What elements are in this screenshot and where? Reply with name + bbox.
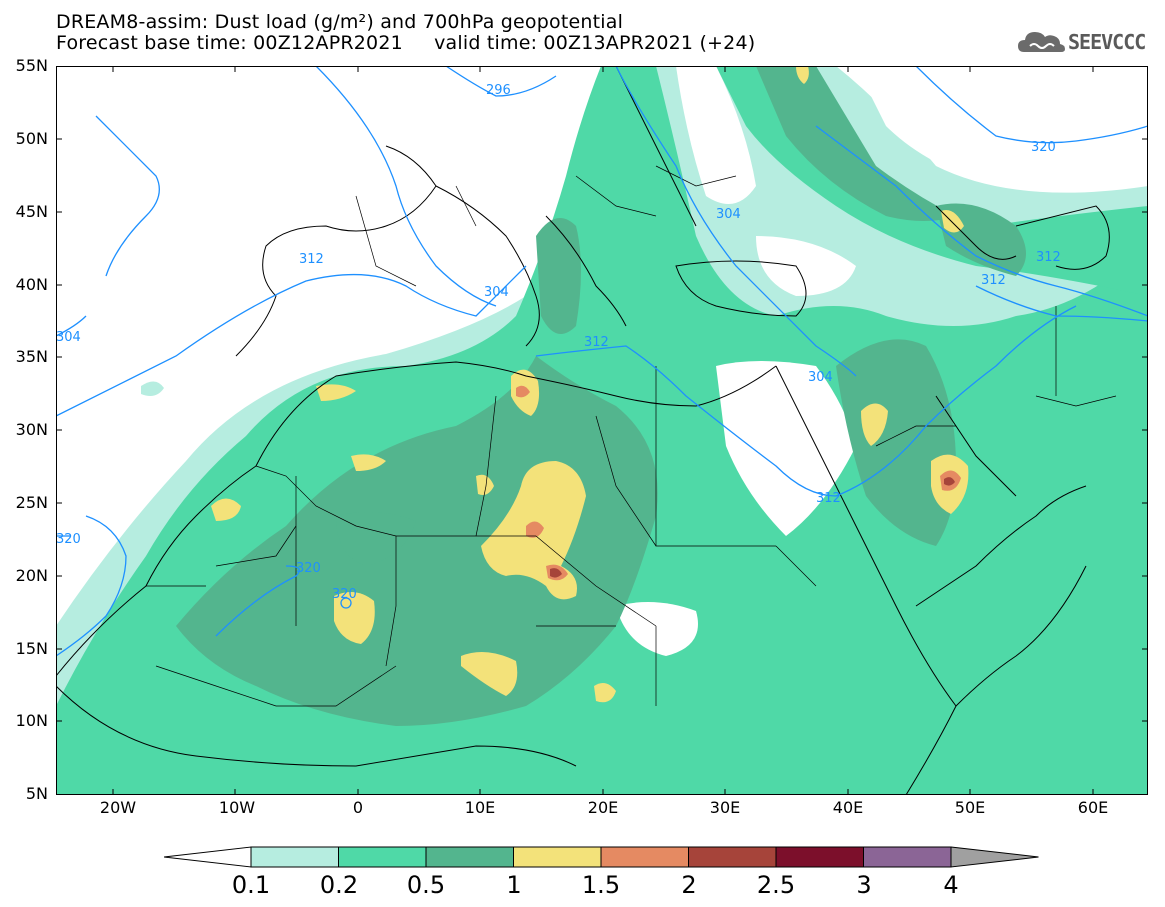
colorbar-label: 2 <box>681 871 697 899</box>
title-line-1: DREAM8-assim: Dust load (g/m²) and 700hP… <box>56 11 624 33</box>
colorbar-segment <box>863 846 952 868</box>
title-line-2: Forecast base time: 00Z12APR2021 valid t… <box>56 32 756 54</box>
colorbar-label: 4 <box>943 871 959 899</box>
contour-label: 304 <box>484 285 509 300</box>
lon-label-0: 0 <box>352 798 364 817</box>
contour-label: 312 <box>1036 250 1061 265</box>
dust-level-2 <box>550 477 955 578</box>
lon-label-10w: 10W <box>218 798 256 817</box>
contour-label: 312 <box>584 335 609 350</box>
axis-ticks <box>56 66 1148 795</box>
lat-label-5n: 5N <box>25 784 48 803</box>
contour-label: 312 <box>299 252 324 267</box>
geopotential-contours <box>56 66 1148 657</box>
contour-label: 304 <box>56 330 81 345</box>
colorbar-segment <box>164 846 252 868</box>
contour-label: 304 <box>716 207 741 222</box>
contour-label: 312 <box>981 273 1006 288</box>
dust-load-map: 296 320 304 312 304 312 312 312 304 312 … <box>56 66 1148 795</box>
lon-label-30e: 30E <box>709 798 741 817</box>
colorbar-label: 3 <box>856 871 872 899</box>
lon-label-60e: 60E <box>1077 798 1109 817</box>
colorbar-label: 0.5 <box>406 871 446 899</box>
contour-label: 320 <box>56 532 81 547</box>
lat-label-20n: 20N <box>15 566 48 585</box>
contour-label: 320 <box>296 561 321 576</box>
contour-label: 304 <box>808 370 833 385</box>
contour-label: 320 <box>1031 140 1056 155</box>
colorbar-segment <box>338 846 427 868</box>
lon-label-40e: 40E <box>832 798 864 817</box>
lat-label-35n: 35N <box>15 347 48 366</box>
lon-label-20w: 20W <box>99 798 137 817</box>
lat-label-25n: 25N <box>15 493 48 512</box>
map-canvas: 296 320 304 312 304 312 312 312 304 312 … <box>56 66 1148 795</box>
colorbar-segment <box>425 846 514 868</box>
lat-label-45n: 45N <box>15 202 48 221</box>
colorbar-segment <box>250 846 339 868</box>
contour-label: 312 <box>816 491 841 506</box>
lon-label-20e: 20E <box>587 798 619 817</box>
contour-labels: 296 320 304 312 304 312 312 312 304 312 … <box>56 83 1061 602</box>
lon-label-50e: 50E <box>954 798 986 817</box>
contour-label: 296 <box>486 83 511 98</box>
lat-label-40n: 40N <box>15 275 48 294</box>
cloud-logo-icon <box>1018 32 1065 52</box>
colorbar-segment <box>513 846 602 868</box>
colorbar-label: 2.5 <box>756 871 796 899</box>
country-borders <box>146 165 1117 707</box>
lon-label-10e: 10E <box>464 798 496 817</box>
colorbar-label: 1.5 <box>581 871 621 899</box>
colorbar-label: 1 <box>506 871 522 899</box>
colorbar-segment <box>775 846 864 868</box>
colorbar-segments <box>164 846 1039 868</box>
colorbar-segment <box>600 846 689 868</box>
lat-label-10n: 10N <box>15 711 48 730</box>
colorbar-segment <box>950 846 1039 868</box>
lat-label-55n: 55N <box>15 56 48 75</box>
lat-label-15n: 15N <box>15 639 48 658</box>
lat-label-30n: 30N <box>15 420 48 439</box>
colorbar-label: 0.2 <box>319 871 359 899</box>
contour-label: 320 <box>332 587 357 602</box>
coastlines <box>56 66 1110 795</box>
logo-text: SEEVCCC <box>1068 30 1146 54</box>
lat-label-50n: 50N <box>15 129 48 148</box>
colorbar-legend <box>164 846 1039 868</box>
colorbar-label: 0.1 <box>231 871 271 899</box>
dust-gap-areas <box>56 66 1148 656</box>
colorbar-segment <box>688 846 777 868</box>
